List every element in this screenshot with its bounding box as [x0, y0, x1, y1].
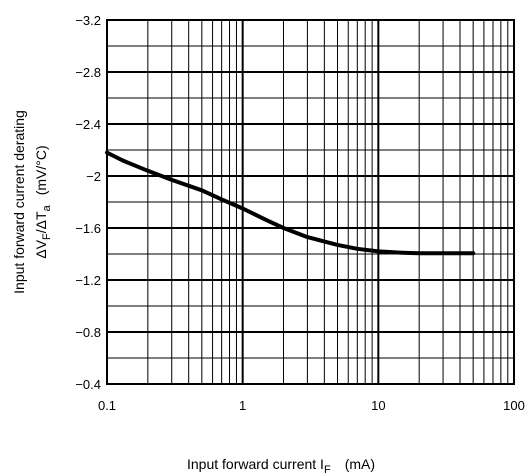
y-tick-label: −2.4 [75, 117, 101, 132]
x-tick-label: 1 [239, 398, 246, 413]
grid [107, 20, 514, 384]
y-tick-label: −0.8 [75, 325, 101, 340]
y-tick-labels: −3.2 −2.8 −2.4 −2 −1.6 −1.2 −0.8 −0.4 [75, 13, 101, 392]
series-line [105, 150, 476, 256]
x-axis-label: Input forward current IF (mA) [187, 456, 375, 476]
y-tick-label: −0.4 [75, 377, 101, 392]
y-tick-label: −3.2 [75, 13, 101, 28]
x-tick-label: 100 [503, 398, 525, 413]
y-axis-label-line1: Input forward current derating [11, 110, 27, 294]
x-tick-label: 10 [371, 398, 385, 413]
x-tick-labels: 0.1 1 10 100 [98, 398, 525, 413]
x-tick-label: 0.1 [98, 398, 116, 413]
y-tick-label: −2.8 [75, 65, 101, 80]
plot-frame [106, 19, 515, 385]
y-axis-label-line2: ΔVF/ΔTa(mV/°C) [33, 145, 53, 258]
y-tick-label: −2 [86, 169, 101, 184]
y-tick-label: −1.2 [75, 273, 101, 288]
y-tick-label: −1.6 [75, 221, 101, 236]
